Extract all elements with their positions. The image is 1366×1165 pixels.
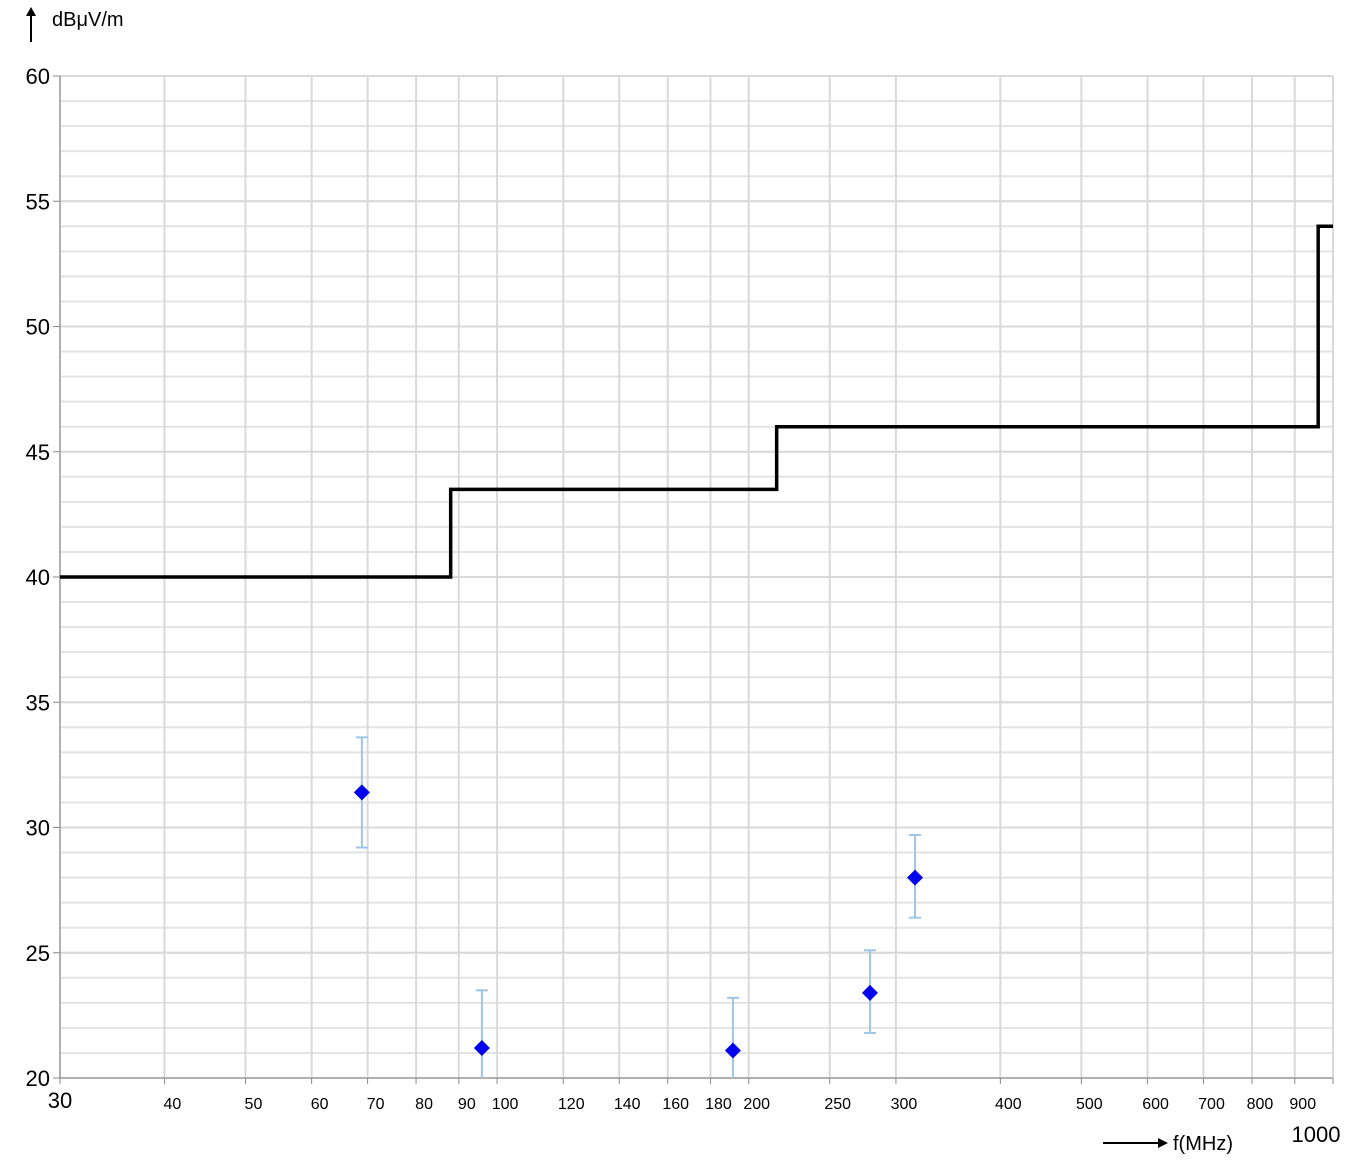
x-tick-label: 100 — [492, 1096, 519, 1113]
y-tick-label: 35 — [26, 690, 50, 715]
x-tick-label: 600 — [1142, 1096, 1169, 1113]
x-tick-label: 500 — [1076, 1096, 1103, 1113]
data-point — [907, 869, 924, 886]
data-point — [353, 784, 370, 801]
y-tick-label: 40 — [26, 565, 50, 590]
data-point — [473, 1039, 490, 1056]
x-tick-label: 300 — [891, 1096, 918, 1113]
y-tick-label: 20 — [26, 1066, 50, 1091]
x-arrow-head — [1158, 1138, 1168, 1148]
x-tick-label: 40 — [164, 1096, 182, 1113]
x-tick-label: 90 — [458, 1096, 476, 1113]
x-tick-label: 200 — [743, 1096, 770, 1113]
x-tick-label: 60 — [311, 1096, 329, 1113]
grid — [59, 75, 1334, 1079]
y-tick-label: 30 — [26, 816, 50, 841]
x-tick-label: 70 — [367, 1096, 385, 1113]
axes: 20 25 30 35 40 45 50 55 60 30 40 50 60 70 80 90 100 120 14… — [26, 64, 1341, 1147]
y-arrow-head — [26, 7, 36, 16]
y-tick-label: 60 — [26, 64, 50, 89]
x-tick-label: 140 — [614, 1096, 641, 1113]
data-point — [861, 984, 878, 1001]
y-tick-label: 55 — [26, 189, 50, 214]
x-tick-label: 120 — [558, 1096, 585, 1113]
x-tick-label: 900 — [1289, 1096, 1316, 1113]
x-tick-label: 250 — [824, 1096, 851, 1113]
x-tick-label: 160 — [662, 1096, 689, 1113]
y-tick-label: 25 — [26, 941, 50, 966]
marks — [60, 224, 1333, 1078]
x-tick-label: 30 — [48, 1088, 72, 1113]
y-tick-label: 45 — [26, 440, 50, 465]
data-point — [724, 1042, 741, 1059]
x-tick-label: 50 — [245, 1096, 263, 1113]
limit-line — [60, 224, 1333, 579]
x-tick-label: 400 — [995, 1096, 1022, 1113]
x-axis-label: f(MHz) — [1173, 1133, 1233, 1155]
x-tick-label: 700 — [1198, 1096, 1225, 1113]
x-tick-label: 80 — [415, 1096, 433, 1113]
x-tick-label: 180 — [705, 1096, 732, 1113]
x-tick-label: 1000 — [1292, 1122, 1341, 1147]
y-tick-label: 50 — [26, 315, 50, 340]
y-axis-label: dBμV/m — [52, 9, 124, 31]
x-tick-label: 800 — [1247, 1096, 1274, 1113]
